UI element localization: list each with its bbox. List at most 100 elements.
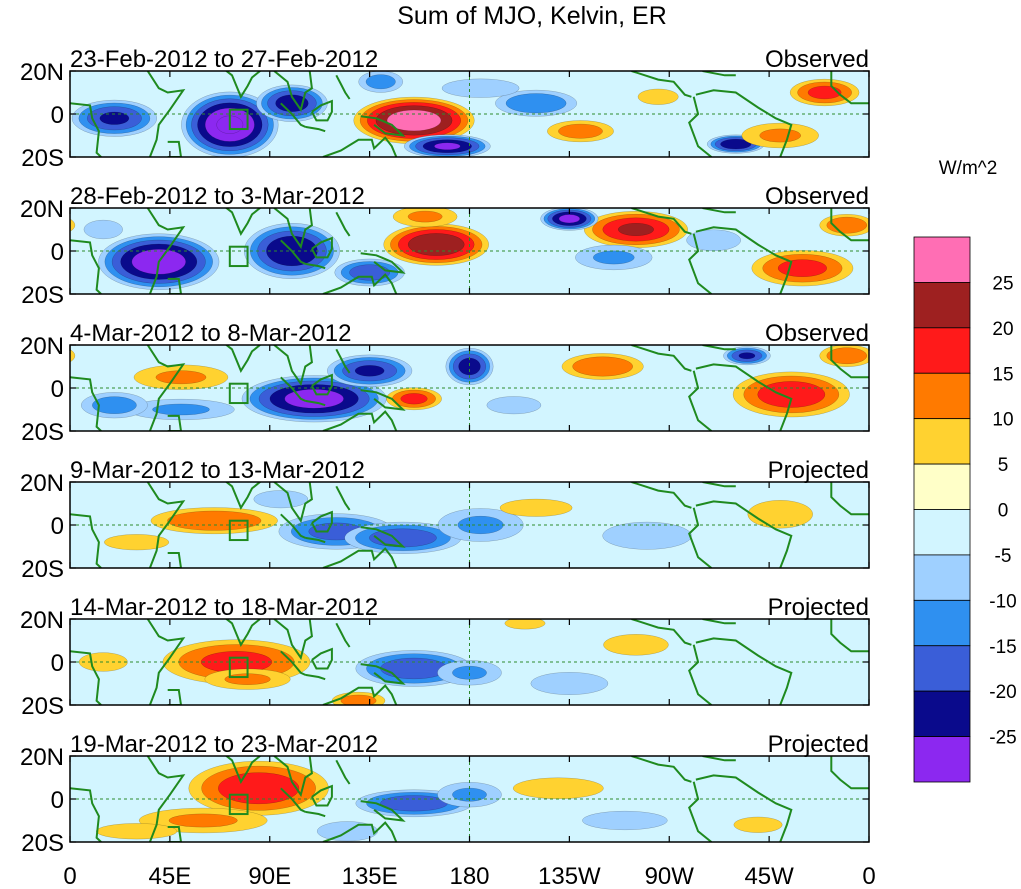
anomaly-blob-10 <box>741 122 819 149</box>
colorbar-swatch <box>913 736 971 783</box>
coastline <box>280 239 306 265</box>
colorbar-swatch <box>913 690 971 737</box>
coastline <box>695 363 793 431</box>
coastline <box>305 262 326 270</box>
colorbar-label: 5 <box>998 455 1009 476</box>
colorbar-label: 0 <box>998 501 1009 522</box>
panel-3: 20N 0 20S 4-Mar-2012 to 8-Mar-2012 Observed <box>20 320 870 446</box>
coastline <box>305 673 326 681</box>
contour-band <box>826 347 868 365</box>
anomaly-blob-11 <box>83 219 123 240</box>
panel-6: 20N 0 20S 19-Mar-2012 to 23-Mar-2012 Project… <box>20 731 870 857</box>
coastline <box>631 345 692 372</box>
y-tick-label: 20N <box>20 59 64 86</box>
anomaly-blob-8 <box>732 371 850 418</box>
x-tick-label: 90W <box>645 863 695 889</box>
anomaly-blob-6 <box>540 208 599 231</box>
colorbar-label: -20 <box>989 682 1016 703</box>
contour-band <box>340 694 377 705</box>
y-tick-label: 20S <box>21 145 64 172</box>
panel-5: 20N 0 20S 14-Mar-2012 to 18-Mar-2012 Project… <box>20 594 870 720</box>
coastline <box>70 650 102 705</box>
coastline <box>146 482 186 568</box>
panel-4: 20N 0 20S 9-Mar-2012 to 13-Mar-2012 Projecte… <box>20 457 870 583</box>
contour-band <box>733 816 783 833</box>
contour-band <box>558 123 603 139</box>
coastline <box>360 252 406 274</box>
anomaly-blob-13 <box>441 78 520 98</box>
anomaly-blob-5 <box>499 498 573 517</box>
coastline <box>360 115 406 137</box>
region-box-marker <box>228 519 249 542</box>
anomaly-blob-12 <box>637 88 679 105</box>
y-tick-label: 20S <box>21 830 64 857</box>
contour-band <box>434 142 461 150</box>
contour-band <box>747 500 813 529</box>
contour-band <box>505 93 567 114</box>
panel-dates: 23-Feb-2012 to 27-Feb-2012 <box>70 46 378 73</box>
coastline <box>688 96 713 157</box>
y-tick-label: 0 <box>51 102 64 129</box>
coastline <box>631 619 692 646</box>
colorbar-label: 15 <box>992 364 1013 385</box>
contour-band <box>253 490 309 509</box>
anomaly-blob-6 <box>358 71 404 93</box>
coastline <box>311 784 333 807</box>
panel-field <box>70 208 869 294</box>
coastline <box>167 689 183 705</box>
anomaly-blob-9 <box>253 490 309 509</box>
colorbar-swatch <box>913 282 971 329</box>
contour-band <box>603 634 669 656</box>
y-tick-label: 0 <box>51 513 64 540</box>
colorbar-swatch <box>913 645 971 692</box>
coastline <box>273 756 313 798</box>
anomaly-blob-8 <box>104 534 170 551</box>
contour-band <box>92 396 137 414</box>
anomaly-blob-4 <box>133 364 229 390</box>
coastline <box>322 136 398 157</box>
coastline <box>305 399 326 407</box>
anomaly-blob-9 <box>96 823 178 840</box>
coastline <box>70 787 102 842</box>
contour-band <box>618 223 654 236</box>
anomaly-blob-7 <box>582 810 668 831</box>
contour-band <box>530 672 609 695</box>
anomaly-blob-6 <box>386 387 442 411</box>
anomaly-blob-4 <box>383 223 489 266</box>
coastline <box>224 208 262 236</box>
contour-band <box>104 534 170 551</box>
coastline <box>702 345 736 351</box>
anomaly-blob-9 <box>70 214 869 237</box>
region-box-marker <box>228 656 249 679</box>
anomaly-blob-3 <box>256 84 328 122</box>
coastline <box>830 619 869 653</box>
x-tick-label: 135E <box>342 863 398 889</box>
anomaly-blob-12 <box>486 396 542 415</box>
panels-group: 20N 0 20S 23-Feb-2012 to 27-Feb-2012 Observe… <box>20 46 956 857</box>
coastline <box>360 800 406 822</box>
panel-field <box>70 345 869 431</box>
colorbar-swatch <box>913 418 971 465</box>
coastlines <box>70 756 869 842</box>
coastline <box>631 208 692 235</box>
y-tick-label: 20N <box>20 607 64 634</box>
coastline <box>280 787 306 813</box>
coastline <box>146 345 186 431</box>
anomaly-blob-10 <box>392 208 458 228</box>
anomaly-blob-4 <box>437 660 502 686</box>
anomaly-blob-6 <box>512 777 604 799</box>
colorbar: W/m^2 25 20 15 10 5 0 -5 -10 -15 -20 -25 <box>913 158 1017 783</box>
coastline <box>702 71 736 77</box>
contour-band <box>871 100 956 136</box>
coastline <box>322 684 398 705</box>
panel-field <box>70 71 956 157</box>
coastline <box>146 208 186 294</box>
chart-title: Sum of MJO, Kelvin, ER <box>397 2 667 30</box>
contour-band <box>807 85 842 100</box>
coastline <box>322 821 398 842</box>
anomaly-blob-2 <box>327 354 413 387</box>
coastline <box>360 526 406 548</box>
coastline <box>70 513 102 568</box>
contour-band <box>512 777 604 799</box>
contour-band <box>486 396 542 415</box>
